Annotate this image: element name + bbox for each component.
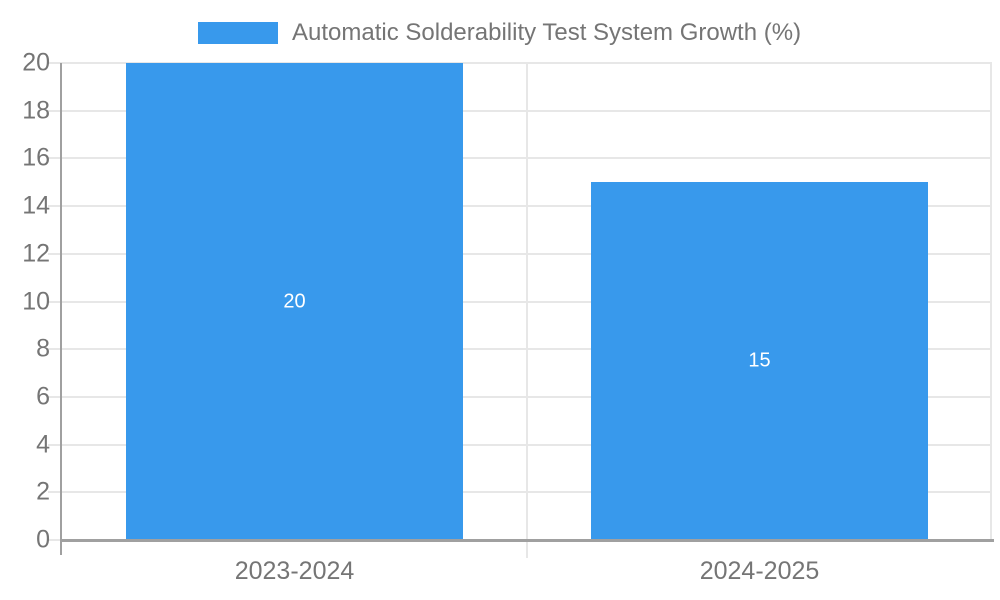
legend-swatch <box>198 22 278 44</box>
gridline <box>48 252 992 255</box>
gridline <box>48 109 992 112</box>
gridline <box>48 443 992 446</box>
y-axis-line <box>60 63 62 555</box>
y-tick-label: 0 <box>36 525 50 554</box>
gridline <box>48 157 992 160</box>
gridline <box>48 395 992 398</box>
y-tick-label: 8 <box>36 334 50 363</box>
legend: Automatic Solderability Test System Grow… <box>198 17 801 49</box>
gridline <box>48 491 992 494</box>
x-axis-tick-labels: 2023-2024 2024-2025 <box>62 557 992 591</box>
y-tick-label: 12 <box>22 239 50 268</box>
plot-right-border <box>990 63 992 540</box>
y-tick-label: 18 <box>22 96 50 125</box>
gridline <box>48 205 992 208</box>
y-axis-tick-labels: 0 2 4 6 8 10 12 14 16 18 20 <box>0 50 50 552</box>
gridline <box>48 62 992 64</box>
gridline <box>48 348 992 351</box>
bar-2024-2025[interactable] <box>590 182 929 540</box>
y-tick-label: 14 <box>22 191 50 220</box>
plot-area: 20 15 <box>48 62 994 558</box>
x-axis-line <box>60 539 994 542</box>
bar-value-label: 20 <box>283 290 306 312</box>
y-tick-label: 4 <box>36 430 50 459</box>
y-tick-label: 16 <box>22 143 50 172</box>
y-tick-label: 6 <box>36 382 50 411</box>
y-tick-label: 2 <box>36 477 50 506</box>
x-tick-label: 2024-2025 <box>699 557 820 585</box>
bar-value-label: 15 <box>748 349 771 372</box>
gridline <box>48 300 992 303</box>
category-divider-line <box>526 63 528 558</box>
legend-label: Automatic Solderability Test System Grow… <box>292 19 802 46</box>
x-tick-label: 2023-2024 <box>234 557 355 585</box>
bar-2023-2024[interactable] <box>125 63 464 540</box>
y-tick-label: 10 <box>22 287 50 315</box>
y-tick-label: 20 <box>22 48 50 77</box>
